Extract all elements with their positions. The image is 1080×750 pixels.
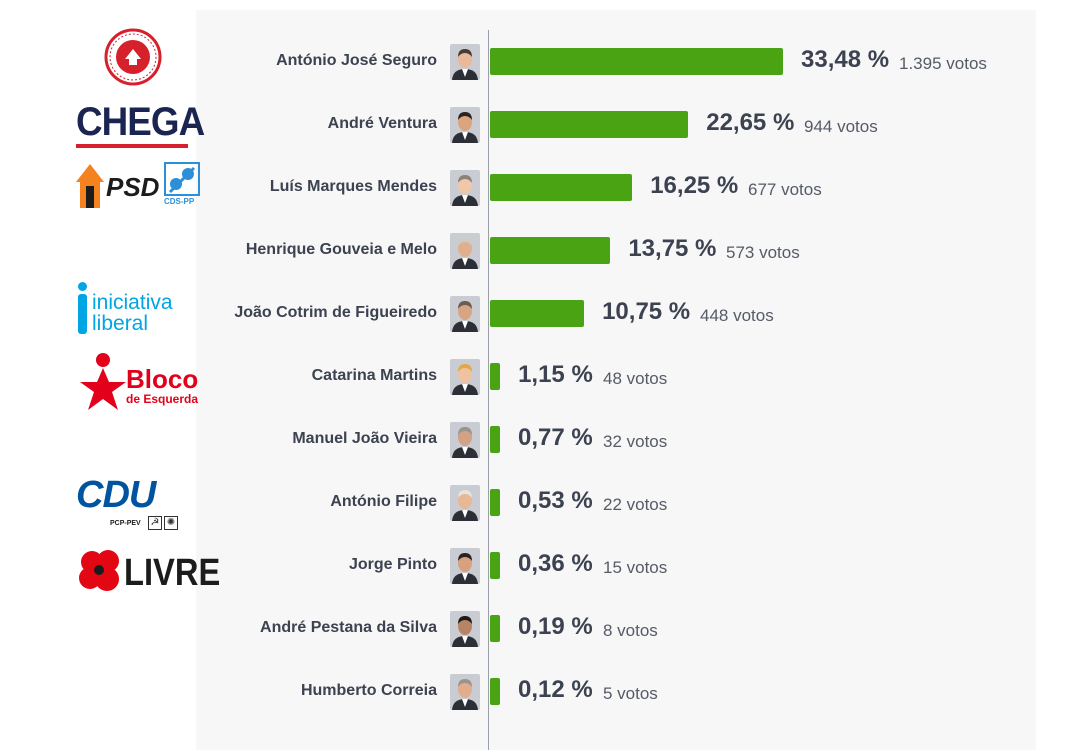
candidate-photo <box>450 422 480 458</box>
percentage-label: 0,53 % <box>518 487 593 514</box>
chega-logo-underline <box>76 144 188 148</box>
candidate-name: Henrique Gouveia e Melo <box>245 241 437 258</box>
votes-label: 448 votos <box>700 306 774 325</box>
percentage-label: 13,75 % <box>628 235 717 262</box>
candidate-row: André Ventura 22,65 % 944 votos <box>0 105 1080 145</box>
percentage-label: 0,77 % <box>518 424 593 451</box>
candidate-row: Luís Marques Mendes 16,25 % 677 votos <box>0 168 1080 208</box>
percentage-label: 22,65 % <box>706 109 795 136</box>
bar <box>490 300 585 327</box>
candidate-photo <box>450 170 480 206</box>
bloco-logo: Bloco de Esquerda <box>78 352 200 412</box>
candidate-row: Manuel João Vieira 0,77 % 32 votos <box>0 420 1080 460</box>
candidate-photo <box>450 548 480 584</box>
candidate-row: André Pestana da Silva 0,19 % 8 votos <box>0 609 1080 649</box>
bloco-logo-line2: de Esquerda <box>126 392 199 406</box>
il-logo: iniciativa liberal <box>78 282 200 336</box>
bar <box>490 363 501 390</box>
bar <box>490 174 633 201</box>
votes-label: 22 votos <box>603 495 668 514</box>
cdu-logo-text: CDU <box>76 474 156 516</box>
candidate-name: Catarina Martins <box>311 367 437 384</box>
il-logo-line1: iniciativa <box>92 291 173 314</box>
votes-label: 15 votos <box>603 558 668 577</box>
percentage-label: 16,25 % <box>650 172 739 199</box>
candidate-photo <box>450 296 480 332</box>
candidate-row: António José Seguro 33,48 % 1.395 votos <box>0 42 1080 82</box>
candidate-row: Humberto Correia 0,12 % 5 votos <box>0 672 1080 712</box>
il-logo-dot <box>78 282 87 291</box>
psd-logo-text: PSD <box>106 172 160 202</box>
bar <box>490 552 500 579</box>
votes-label: 5 votos <box>603 684 658 703</box>
candidate-row: Henrique Gouveia e Melo 13,75 % 573 votos <box>0 231 1080 271</box>
votes-label: 1.395 votos <box>899 54 987 73</box>
cdu-logo: CDU PCP-PEV ☭ ✺ <box>76 474 186 534</box>
candidate-photo <box>450 485 480 521</box>
candidate-photo <box>450 233 480 269</box>
candidate-row: Jorge Pinto 0,36 % 15 votos <box>0 546 1080 586</box>
candidate-name: João Cotrim de Figueiredo <box>234 304 437 321</box>
votes-label: 32 votos <box>603 432 668 451</box>
candidate-name: Luís Marques Mendes <box>269 178 437 195</box>
cds-logo-text: CDS-PP <box>164 197 195 206</box>
bar <box>490 111 689 138</box>
il-logo-line2: liberal <box>92 312 149 335</box>
percentage-label: 1,15 % <box>518 361 593 388</box>
candidate-name: André Ventura <box>327 115 437 132</box>
candidate-name: António José Seguro <box>276 52 437 69</box>
cds-logo: CDS-PP <box>164 162 204 208</box>
ps-logo <box>104 28 162 86</box>
candidate-row: João Cotrim de Figueiredo 10,75 % 448 voto… <box>0 294 1080 334</box>
bar <box>490 237 611 264</box>
percentage-label: 10,75 % <box>602 298 691 325</box>
bar <box>490 489 500 516</box>
votes-label: 48 votos <box>603 369 668 388</box>
chega-logo: CHEGA <box>76 100 205 150</box>
candidate-name: António Filipe <box>330 493 437 510</box>
bar <box>490 48 783 75</box>
votes-label: 573 votos <box>726 243 800 262</box>
candidate-row: Catarina Martins 1,15 % 48 votos <box>0 357 1080 397</box>
livre-logo: LIVRE <box>78 548 220 596</box>
cds-logo-box <box>164 162 200 196</box>
psd-logo: PSD <box>76 164 160 208</box>
cdu-logo-subtext: PCP-PEV <box>110 520 141 527</box>
percentage-label: 0,12 % <box>518 676 593 703</box>
candidate-photo <box>450 44 480 80</box>
bar <box>490 426 500 453</box>
candidate-photo <box>450 674 480 710</box>
bar <box>490 615 500 642</box>
votes-label: 8 votos <box>603 621 658 640</box>
votes-label: 677 votos <box>748 180 822 199</box>
bloco-logo-line1: Bloco <box>126 364 199 394</box>
candidate-photo <box>450 359 480 395</box>
votes-label: 944 votos <box>804 117 878 136</box>
candidate-photo <box>450 107 480 143</box>
candidate-row: António Filipe 0,53 % 22 votos <box>0 483 1080 523</box>
candidate-photo <box>450 611 480 647</box>
percentage-label: 33,48 % <box>801 46 890 73</box>
percentage-label: 0,19 % <box>518 613 593 640</box>
livre-logo-text: LIVRE <box>124 552 221 594</box>
bar <box>490 678 500 705</box>
candidate-name: Jorge Pinto <box>348 556 437 573</box>
percentage-label: 0,36 % <box>518 550 593 577</box>
candidate-name: Manuel João Vieira <box>292 430 437 447</box>
il-logo-stem <box>78 294 87 334</box>
candidate-name: Humberto Correia <box>300 682 437 699</box>
chega-logo-text: CHEGA <box>76 100 205 144</box>
sunflower-icon: ✺ <box>164 516 178 530</box>
chart-axis-line <box>488 30 489 750</box>
candidate-name: André Pestana da Silva <box>260 619 437 636</box>
hammer-sickle-icon: ☭ <box>148 516 162 530</box>
